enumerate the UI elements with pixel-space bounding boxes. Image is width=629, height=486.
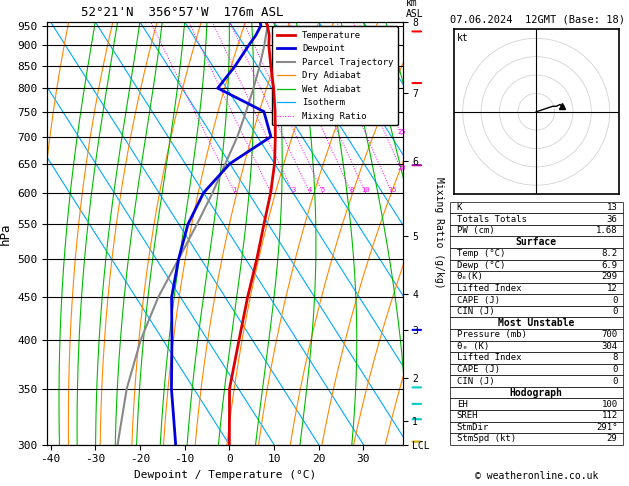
Bar [450, 225, 623, 236]
Text: kt: kt [457, 33, 469, 43]
Text: θₑ(K): θₑ(K) [457, 273, 484, 281]
Bar [450, 271, 623, 283]
Text: 6.9: 6.9 [601, 261, 618, 270]
Text: Temp (°C): Temp (°C) [457, 249, 505, 258]
Text: Lifted Index: Lifted Index [457, 353, 521, 363]
Text: CIN (J): CIN (J) [457, 307, 494, 316]
Text: CIN (J): CIN (J) [457, 377, 494, 385]
Bar [450, 202, 623, 213]
Bar [450, 341, 623, 352]
Title: 52°21'N  356°57'W  176m ASL: 52°21'N 356°57'W 176m ASL [81, 6, 284, 19]
Text: 5: 5 [321, 187, 325, 193]
Bar [450, 329, 623, 341]
Text: 8: 8 [349, 187, 353, 193]
Bar [450, 213, 623, 225]
Legend: Temperature, Dewpoint, Parcel Trajectory, Dry Adiabat, Wet Adiabat, Isotherm, Mi: Temperature, Dewpoint, Parcel Trajectory… [272, 26, 398, 125]
Text: 100: 100 [601, 399, 618, 409]
Text: SREH: SREH [457, 411, 478, 420]
Text: © weatheronline.co.uk: © weatheronline.co.uk [474, 471, 598, 481]
Text: 4: 4 [308, 187, 312, 193]
Text: 8.2: 8.2 [601, 249, 618, 258]
Bar [450, 375, 623, 387]
Text: 10: 10 [361, 187, 370, 193]
Text: 1: 1 [233, 187, 237, 193]
Text: K: K [457, 203, 462, 212]
Text: 304: 304 [601, 342, 618, 351]
Bar [450, 306, 623, 317]
Text: 36: 36 [607, 214, 618, 224]
Bar [450, 260, 623, 271]
Text: 112: 112 [601, 411, 618, 420]
Bar [450, 421, 623, 433]
Text: Hodograph: Hodograph [509, 388, 563, 398]
Text: 07.06.2024  12GMT (Base: 18): 07.06.2024 12GMT (Base: 18) [450, 15, 625, 25]
Text: 1.68: 1.68 [596, 226, 618, 235]
Y-axis label: hPa: hPa [0, 222, 12, 244]
Text: 12: 12 [607, 284, 618, 293]
Bar [450, 387, 623, 399]
Text: Dewp (°C): Dewp (°C) [457, 261, 505, 270]
Text: 25: 25 [397, 129, 406, 135]
Text: 0: 0 [612, 377, 618, 385]
Text: 29: 29 [607, 434, 618, 443]
Bar [450, 399, 623, 410]
Text: 15: 15 [387, 187, 396, 193]
Bar [450, 248, 623, 260]
Text: PW (cm): PW (cm) [457, 226, 494, 235]
Text: 3: 3 [291, 187, 296, 193]
Text: 20: 20 [398, 165, 406, 171]
Text: km
ASL: km ASL [406, 0, 423, 19]
Bar [450, 433, 623, 445]
Text: Surface: Surface [516, 237, 557, 247]
Text: CAPE (J): CAPE (J) [457, 295, 499, 305]
Bar [450, 352, 623, 364]
Bar [450, 410, 623, 421]
Text: 2: 2 [269, 187, 273, 193]
Text: CAPE (J): CAPE (J) [457, 365, 499, 374]
Text: 0: 0 [612, 295, 618, 305]
Text: EH: EH [457, 399, 467, 409]
Text: 0: 0 [612, 307, 618, 316]
Text: Totals Totals: Totals Totals [457, 214, 526, 224]
Text: 291°: 291° [596, 423, 618, 432]
Text: 299: 299 [601, 273, 618, 281]
Text: 700: 700 [601, 330, 618, 339]
Bar [450, 317, 623, 329]
Bar [450, 236, 623, 248]
Text: StmDir: StmDir [457, 423, 489, 432]
Text: θₑ (K): θₑ (K) [457, 342, 489, 351]
X-axis label: Dewpoint / Temperature (°C): Dewpoint / Temperature (°C) [134, 470, 316, 480]
Text: 8: 8 [612, 353, 618, 363]
Text: 0: 0 [612, 365, 618, 374]
Y-axis label: Mixing Ratio (g/kg): Mixing Ratio (g/kg) [434, 177, 444, 289]
Bar [450, 364, 623, 375]
Bar [450, 294, 623, 306]
Text: StmSpd (kt): StmSpd (kt) [457, 434, 516, 443]
Bar [450, 283, 623, 294]
Text: 13: 13 [607, 203, 618, 212]
Text: Most Unstable: Most Unstable [498, 318, 574, 328]
Text: Pressure (mb): Pressure (mb) [457, 330, 526, 339]
Text: Lifted Index: Lifted Index [457, 284, 521, 293]
